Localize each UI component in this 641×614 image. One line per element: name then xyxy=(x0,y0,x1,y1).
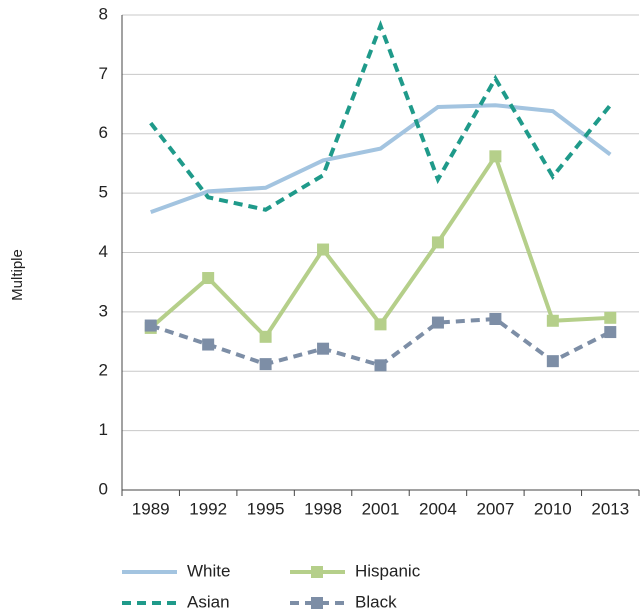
x-tick-label: 2007 xyxy=(476,499,514,518)
y-tick-label: 6 xyxy=(99,123,108,142)
series-line xyxy=(149,151,611,340)
y-axis-label: Multiple xyxy=(9,249,26,301)
point-marker xyxy=(144,319,157,332)
legend-label: Asian xyxy=(187,592,230,611)
x-tick-label: 1995 xyxy=(247,499,285,518)
y-tick-label: 1 xyxy=(99,420,108,439)
y-tick-label: 5 xyxy=(99,183,108,202)
x-tick-label: 2013 xyxy=(591,499,629,518)
point-marker xyxy=(374,318,387,331)
y-tick-label: 0 xyxy=(99,479,108,498)
legend-marker xyxy=(311,566,323,578)
point-marker xyxy=(431,316,444,329)
x-tick-label: 1998 xyxy=(304,499,342,518)
legend-marker xyxy=(311,597,323,609)
x-tick-label: 2004 xyxy=(419,499,457,518)
y-tick-label: 3 xyxy=(99,301,108,320)
point-marker xyxy=(546,355,559,368)
point-marker xyxy=(489,313,502,325)
point-marker xyxy=(259,330,272,343)
x-tick-label: 2010 xyxy=(534,499,572,518)
y-tick-label: 4 xyxy=(99,242,108,261)
y-tick-label: 7 xyxy=(99,64,108,83)
point-marker xyxy=(374,359,387,372)
point-marker xyxy=(202,338,215,351)
series-line xyxy=(150,103,612,215)
x-tick-label: 1992 xyxy=(189,499,227,518)
y-tick-label: 8 xyxy=(99,4,108,23)
point-marker xyxy=(604,311,617,324)
point-marker xyxy=(431,236,444,249)
point-marker xyxy=(259,358,272,371)
series-line xyxy=(149,20,612,212)
legend-label: Black xyxy=(355,592,397,611)
point-marker xyxy=(317,342,330,355)
point-marker xyxy=(604,326,617,339)
x-tick-label: 2001 xyxy=(362,499,400,518)
legend-label: White xyxy=(187,561,230,580)
x-tick-label: 1989 xyxy=(132,499,170,518)
point-marker xyxy=(317,243,330,256)
point-marker xyxy=(546,314,559,327)
legend-label: Hispanic xyxy=(355,561,421,580)
y-tick-label: 2 xyxy=(99,361,108,380)
point-marker xyxy=(489,150,502,163)
point-marker xyxy=(202,272,215,285)
